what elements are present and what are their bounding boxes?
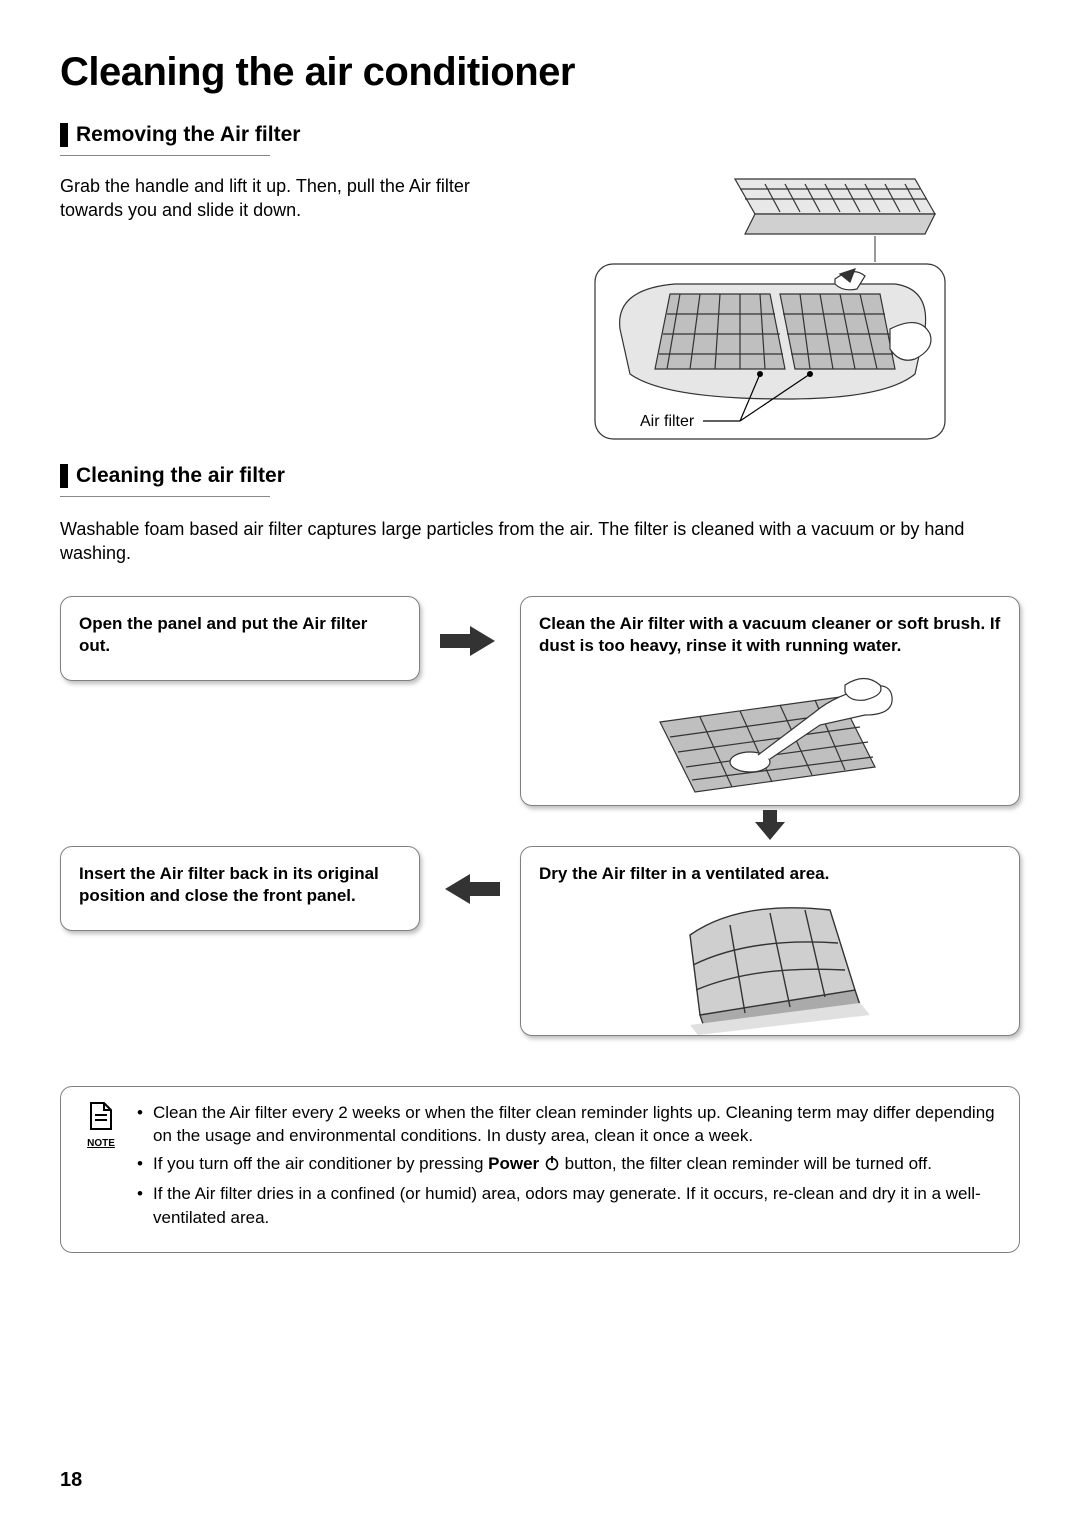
note-document-icon	[88, 1101, 114, 1136]
arrow-down-icon	[755, 810, 785, 842]
air-filter-illustration: Air filter	[520, 174, 1020, 444]
power-icon	[544, 1154, 560, 1178]
section-cleaning-title: Cleaning the air filter	[76, 464, 285, 488]
section-bar	[60, 123, 68, 147]
note-icon-column: NOTE	[79, 1101, 123, 1234]
note-item-3: If the Air filter dries in a confined (o…	[137, 1182, 1001, 1230]
step-2-title: Clean the Air filter with a vacuum clean…	[539, 613, 1001, 657]
section-underline	[60, 155, 270, 156]
step-1-box: Open the panel and put the Air filter ou…	[60, 596, 420, 681]
note-label: NOTE	[87, 1138, 115, 1149]
step-4-title: Insert the Air filter back in its origin…	[79, 863, 401, 907]
step-1-title: Open the panel and put the Air filter ou…	[79, 613, 401, 657]
section-bar	[60, 464, 68, 488]
air-filter-callout-label: Air filter	[640, 413, 695, 430]
power-word: Power	[488, 1154, 539, 1173]
section-removing-title: Removing the Air filter	[76, 123, 300, 147]
arrow-right-icon	[440, 626, 500, 656]
note-item-2-post: button, the filter clean reminder will b…	[560, 1154, 932, 1173]
step-2-box: Clean the Air filter with a vacuum clean…	[520, 596, 1020, 806]
section-cleaning-head: Cleaning the air filter	[60, 464, 1020, 488]
step-3-title: Dry the Air filter in a ventilated area.	[539, 863, 1001, 885]
step-3-illustration	[539, 895, 1001, 1035]
note-list: Clean the Air filter every 2 weeks or wh…	[137, 1101, 1001, 1234]
step-4-box: Insert the Air filter back in its origin…	[60, 846, 420, 931]
step-2-illustration	[539, 667, 1001, 797]
arrow-left-icon	[440, 874, 500, 904]
step-3-box: Dry the Air filter in a ventilated area.	[520, 846, 1020, 1036]
cleaning-desc: Washable foam based air filter captures …	[60, 517, 1020, 566]
removing-text: Grab the handle and lift it up. Then, pu…	[60, 174, 500, 223]
removing-row: Grab the handle and lift it up. Then, pu…	[60, 174, 1020, 444]
page-title: Cleaning the air conditioner	[60, 50, 1020, 95]
page-number: 18	[60, 1469, 82, 1492]
note-item-1: Clean the Air filter every 2 weeks or wh…	[137, 1101, 1001, 1149]
section-removing-head: Removing the Air filter	[60, 123, 1020, 147]
note-item-2: If you turn off the air conditioner by p…	[137, 1152, 1001, 1178]
section-underline	[60, 496, 270, 497]
note-box: NOTE Clean the Air filter every 2 weeks …	[60, 1086, 1020, 1253]
steps-container: Open the panel and put the Air filter ou…	[60, 596, 1020, 1046]
note-item-2-pre: If you turn off the air conditioner by p…	[153, 1154, 488, 1173]
